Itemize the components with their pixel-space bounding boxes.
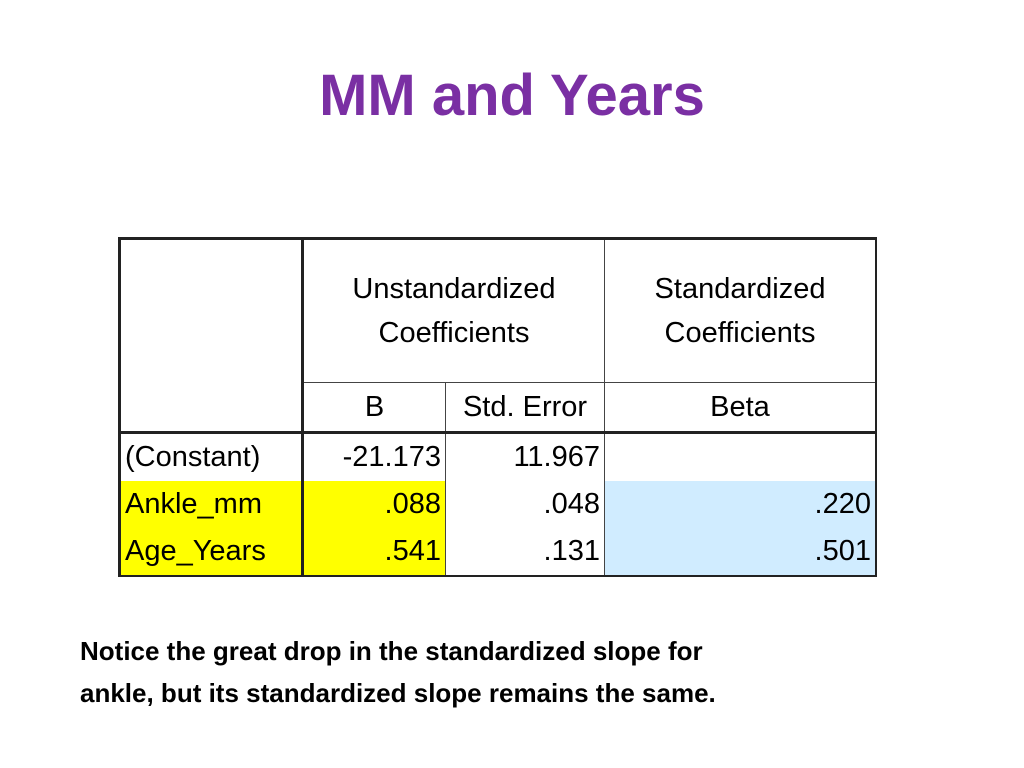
standardized-header-line1: Standardized (654, 273, 826, 305)
cell-se: .048 (445, 481, 605, 528)
empty-corner-cell (118, 237, 304, 434)
cell-b: .541 (302, 528, 446, 577)
col-header-std-error: Std. Error (445, 382, 605, 434)
col-header-b: B (302, 382, 446, 434)
cell-beta: .501 (604, 528, 877, 577)
note-line-1: Notice the great drop in the standardize… (80, 636, 703, 666)
cell-se: .131 (445, 528, 605, 577)
unstandardized-header-line2: Coefficients (378, 317, 530, 349)
table-row: Ankle_mm .088 .048 .220 (118, 481, 877, 528)
row-label: (Constant) (118, 432, 304, 481)
slide-title: MM and Years (319, 63, 705, 128)
slide-note: Notice the great drop in the standardize… (80, 630, 960, 714)
standardized-header: Standardized Coefficients (604, 237, 877, 383)
unstandardized-header: Unstandardized Coefficients (302, 237, 605, 383)
cell-beta (604, 432, 877, 481)
table-row: (Constant) -21.173 11.967 (118, 432, 877, 481)
unstandardized-header-line1: Unstandardized (352, 273, 556, 305)
row-label: Age_Years (118, 528, 304, 577)
note-line-2: ankle, but its standardized slope remain… (80, 678, 716, 708)
row-label: Ankle_mm (118, 481, 304, 528)
cell-b: .088 (302, 481, 446, 528)
table-row: Age_Years .541 .131 .501 (118, 528, 877, 577)
coefficients-table: Unstandardized Coefficients Standardized… (118, 237, 877, 577)
standardized-header-line2: Coefficients (664, 317, 816, 349)
cell-b: -21.173 (302, 432, 446, 481)
col-header-beta: Beta (604, 382, 877, 434)
cell-beta: .220 (604, 481, 877, 528)
cell-se: 11.967 (445, 432, 605, 481)
